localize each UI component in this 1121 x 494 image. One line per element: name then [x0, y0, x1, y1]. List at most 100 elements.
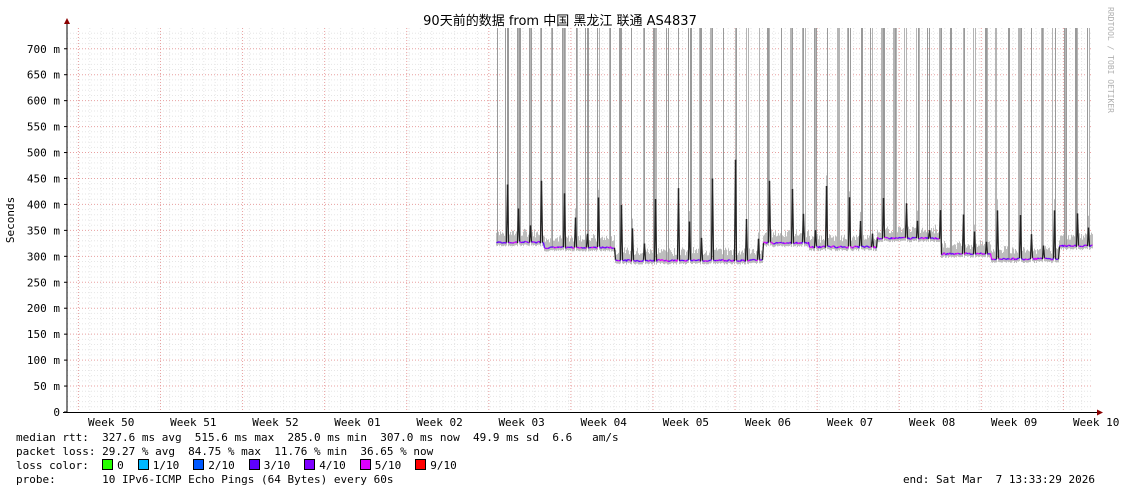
- median-segment: [597, 197, 601, 247]
- loss-color-item: 5/10: [359, 459, 402, 473]
- median-segment: [991, 258, 993, 261]
- median-segment: [805, 241, 807, 244]
- median-segment: [1087, 227, 1091, 247]
- median-segment: [615, 259, 617, 261]
- median-segment: [577, 246, 579, 249]
- smoke-area: [496, 28, 1093, 265]
- median-segment: [979, 252, 981, 255]
- x-tick-label: Week 03: [498, 416, 544, 429]
- median-segment: [654, 198, 658, 262]
- y-tick-label: 150 m: [27, 328, 60, 341]
- median-segment: [846, 246, 850, 249]
- median-segment: [720, 259, 722, 262]
- median-segment: [1089, 245, 1091, 248]
- median-segment: [718, 259, 720, 261]
- probe-info: probe: 10 IPv6-ICMP Echo Pings (64 Bytes…: [16, 473, 394, 486]
- loss-color-line: loss color: 0 1/10 2/10 3/10 4/10 5/10 9/10: [16, 459, 1111, 473]
- median-segment: [503, 241, 505, 244]
- median-segment: [1024, 258, 1026, 261]
- median-segment: [1065, 245, 1067, 248]
- median-segment: [747, 260, 749, 262]
- median-segment: [932, 237, 934, 240]
- median-segment: [853, 245, 855, 248]
- median-segment: [989, 253, 993, 260]
- median-segment: [982, 253, 984, 255]
- median-segment: [791, 189, 795, 244]
- median-segment: [620, 204, 624, 261]
- median-segment: [588, 246, 590, 249]
- median-segment: [825, 185, 829, 247]
- median-segment: [804, 241, 806, 244]
- median-segment: [1076, 213, 1080, 246]
- x-axis-arrow: [1097, 409, 1103, 416]
- loss-color-swatch: [304, 459, 316, 470]
- median-segment: [1059, 244, 1061, 247]
- x-tick-label: Week 05: [663, 416, 709, 429]
- median-segment: [934, 237, 938, 240]
- median-segment: [649, 259, 651, 262]
- median-segment: [635, 260, 637, 262]
- median-segment: [601, 246, 605, 249]
- median-segment: [770, 241, 774, 244]
- x-tick-label: Week 08: [909, 416, 955, 429]
- median-segment: [627, 258, 629, 261]
- median-segment: [761, 242, 765, 260]
- median-segment: [930, 237, 932, 240]
- rrdtool-watermark: RRDTOOL / TOBI OETIKER: [1106, 7, 1115, 113]
- median-segment: [845, 246, 847, 249]
- x-tick-label: Week 07: [827, 416, 873, 429]
- median-segment: [966, 252, 968, 255]
- median-segment: [1009, 258, 1011, 261]
- median-segment: [830, 245, 834, 248]
- loss-color-value: 2/10: [208, 459, 235, 472]
- median-segment: [662, 259, 664, 262]
- median-segment: [558, 246, 560, 249]
- median-segment: [884, 236, 886, 239]
- probe-line: probe: 10 IPv6-ICMP Echo Pings (64 Bytes…: [16, 473, 1111, 487]
- median-segment: [941, 252, 945, 256]
- median-segment: [850, 245, 852, 248]
- x-tick-label: Week 06: [745, 416, 791, 429]
- y-tick-label: 200 m: [27, 302, 60, 315]
- median-segment: [726, 259, 730, 262]
- median-segment: [988, 252, 990, 255]
- median-segment: [536, 241, 538, 244]
- loss-color-item: 0: [102, 459, 124, 473]
- median-segment: [643, 243, 647, 262]
- median-segment: [736, 259, 738, 262]
- median-segment: [509, 241, 511, 244]
- median-segment: [714, 259, 716, 262]
- median-segment: [561, 245, 563, 248]
- median-segment: [585, 246, 587, 249]
- median-segment: [1073, 244, 1075, 247]
- median-segment: [755, 259, 757, 262]
- y-tick-label: 350 m: [27, 224, 60, 237]
- median-segment: [924, 236, 926, 239]
- median-segment: [828, 245, 830, 248]
- median-segment: [496, 241, 498, 244]
- median-segment: [570, 246, 574, 249]
- median-segment: [882, 198, 886, 238]
- median-segment: [756, 259, 758, 262]
- median-segment: [814, 230, 818, 247]
- median-segment: [842, 246, 844, 249]
- median-segment: [721, 258, 723, 261]
- median-segment: [568, 246, 570, 249]
- loss-color-swatch: [193, 459, 205, 470]
- median-segment: [683, 259, 687, 262]
- median-segment: [822, 245, 824, 248]
- loss-color-value: 5/10: [374, 459, 402, 472]
- median-segment: [763, 241, 765, 244]
- median-segment: [697, 259, 699, 261]
- median-segment: [923, 237, 925, 240]
- median-segment: [586, 233, 590, 249]
- axes: [63, 18, 1103, 416]
- median-segment: [793, 242, 795, 245]
- median-segment: [679, 259, 681, 262]
- median-segment: [569, 246, 571, 249]
- median-segment: [933, 237, 935, 240]
- median-segment: [604, 246, 608, 249]
- median-segment: [1010, 257, 1014, 260]
- median-segment: [820, 246, 822, 249]
- median-segment: [521, 241, 523, 244]
